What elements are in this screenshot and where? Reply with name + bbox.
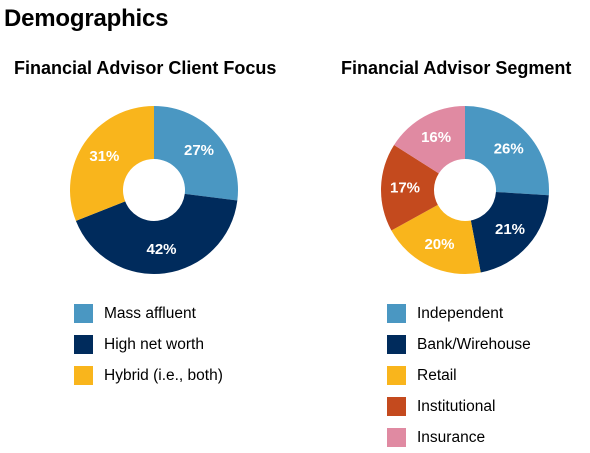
legend-label: High net worth bbox=[104, 335, 204, 353]
legend-label: Mass affluent bbox=[104, 304, 196, 322]
donut-chart-advisor-segment: 26% 21% 20% 17% 16% bbox=[381, 106, 549, 274]
donut-slice-high-net-worth bbox=[75, 193, 238, 274]
donut-slice-bank-wirehouse bbox=[470, 191, 549, 273]
slice-label-hybrid-i-e-both: 31% bbox=[89, 148, 119, 165]
legend-swatch bbox=[387, 304, 406, 323]
legend-swatch bbox=[74, 335, 93, 354]
legend-client-focus: Mass affluent High net worth Hybrid (i.e.,… bbox=[74, 298, 223, 391]
donut-slice-mass-affluent bbox=[154, 106, 239, 201]
legend-swatch bbox=[387, 335, 406, 354]
slice-label-independent: 26% bbox=[494, 140, 524, 157]
slice-label-retail: 20% bbox=[424, 236, 454, 253]
donut-slice-independent bbox=[465, 106, 549, 196]
legend-swatch bbox=[387, 397, 406, 416]
page-title: Demographics bbox=[4, 5, 169, 32]
legend-label: Insurance bbox=[417, 428, 486, 446]
donut-slice-hybrid-i-e-both bbox=[69, 106, 154, 221]
donut-slice-institutional bbox=[381, 144, 439, 231]
legend-label: Independent bbox=[417, 304, 504, 322]
legend-item-independent: Independent bbox=[387, 298, 531, 329]
legend-label: Hybrid (i.e., both) bbox=[104, 366, 223, 384]
chart-title-client-focus: Financial Advisor Client Focus bbox=[14, 58, 277, 78]
legend-swatch bbox=[74, 366, 93, 385]
legend-label: Institutional bbox=[417, 397, 496, 415]
legend-item-insurance: Insurance bbox=[387, 422, 531, 453]
slice-label-high-net-worth: 42% bbox=[147, 241, 177, 258]
legend-label: Retail bbox=[417, 366, 457, 384]
legend-advisor-segment: Independent Bank/Wirehouse Retail Instituti… bbox=[387, 298, 531, 453]
legend-item-retail: Retail bbox=[387, 360, 531, 391]
slice-label-institutional: 17% bbox=[390, 180, 420, 197]
legend-swatch bbox=[387, 428, 406, 447]
donut-chart-client-focus: 27% 42% 31% bbox=[69, 106, 239, 274]
legend-item-high-net-worth: High net worth bbox=[74, 329, 223, 360]
legend-swatch bbox=[74, 304, 93, 323]
donut-slice-retail bbox=[391, 204, 481, 274]
slice-label-bank-wirehouse: 21% bbox=[495, 221, 525, 238]
slice-label-insurance: 16% bbox=[421, 129, 451, 146]
chart-title-advisor-segment: Financial Advisor Segment bbox=[341, 58, 572, 78]
legend-item-hybrid-i-e-both: Hybrid (i.e., both) bbox=[74, 360, 223, 391]
legend-item-mass-affluent: Mass affluent bbox=[74, 298, 223, 329]
legend-item-institutional: Institutional bbox=[387, 391, 531, 422]
legend-item-bank-wirehouse: Bank/Wirehouse bbox=[387, 329, 531, 360]
donut-slice-insurance bbox=[394, 106, 465, 174]
legend-swatch bbox=[387, 366, 406, 385]
slice-label-mass-affluent: 27% bbox=[184, 142, 214, 159]
legend-label: Bank/Wirehouse bbox=[417, 335, 531, 353]
